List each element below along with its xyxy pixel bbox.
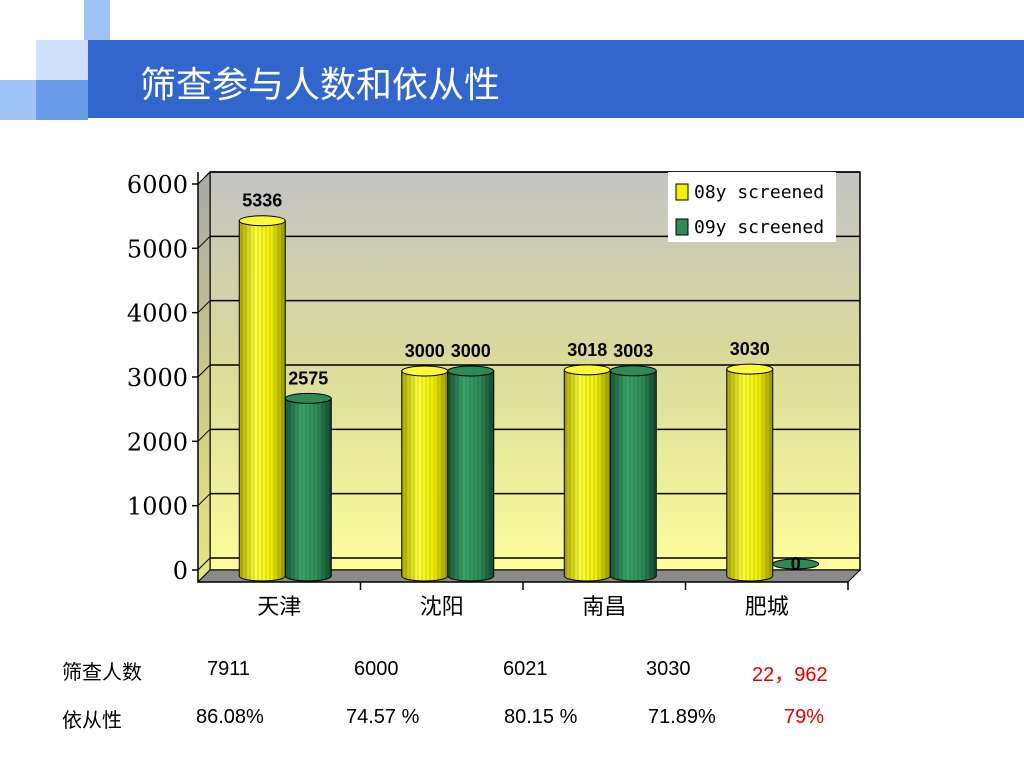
bar-cap — [447, 365, 495, 377]
y-tick-label: 5000 — [127, 235, 188, 263]
gridline-side — [197, 364, 211, 378]
data-label: 3000 — [451, 341, 491, 361]
bar-texture — [239, 220, 286, 581]
compliance-value-tianjin: 86.08% — [196, 706, 264, 728]
bar-texture — [564, 369, 611, 581]
y-tick-label: 2000 — [127, 428, 188, 456]
row-label-screened: 筛查人数 — [62, 660, 142, 684]
bar-chart: 0 1000 2000 3000 4000 5000 6000 天津 沈阳 南昌 肥城 5336 25… — [127, 170, 862, 620]
bar — [726, 363, 774, 582]
data-label: 0 — [791, 554, 801, 574]
compliance-value-nanchang: 80.15 % — [504, 706, 578, 728]
screened-value-nanchang: 6021 — [503, 658, 548, 680]
bar-cap — [563, 364, 611, 376]
bar-texture — [610, 370, 657, 581]
y-tick-label: 0 — [173, 557, 188, 585]
gridline-side — [197, 428, 211, 442]
data-label: 3000 — [405, 341, 445, 361]
y-tick-label: 1000 — [127, 493, 188, 521]
screened-value-tianjin: 7911 — [207, 658, 251, 680]
y-tick-label: 3000 — [127, 364, 188, 392]
decor-square-2 — [36, 40, 88, 80]
bar-texture — [401, 371, 448, 581]
x-tick-label: 肥城 — [745, 595, 789, 620]
y-tick-label: 6000 — [127, 171, 188, 199]
bar — [609, 365, 657, 582]
row-label-compliance: 依从性 — [62, 708, 122, 732]
bar-texture — [285, 398, 332, 581]
bar-cap — [401, 365, 449, 377]
legend-swatch — [675, 218, 689, 236]
legend-swatch — [675, 183, 689, 201]
bar-texture — [447, 371, 494, 581]
legend-label: 09y screened — [694, 217, 824, 238]
gridline-side — [197, 557, 211, 571]
chart-side-wall — [197, 170, 211, 584]
decor-square-4 — [36, 80, 88, 120]
legend-label: 08y screened — [694, 182, 824, 203]
screened-value-total: 22，962 — [752, 664, 828, 686]
bar — [401, 365, 449, 582]
bar-cap — [609, 365, 657, 377]
screened-value-feicheng: 3030 — [646, 658, 691, 680]
screened-value-shenyang: 6000 — [354, 658, 399, 680]
bar — [772, 558, 820, 570]
compliance-value-total: 79% — [784, 706, 825, 728]
x-tick-label: 南昌 — [582, 595, 626, 620]
data-label: 3003 — [613, 341, 653, 361]
bar-texture — [726, 369, 773, 581]
data-label: 2575 — [288, 368, 328, 388]
x-tick-label: 沈阳 — [420, 595, 464, 620]
data-label: 3030 — [730, 339, 770, 359]
bar-cap — [284, 392, 332, 404]
gridline-side — [197, 300, 211, 314]
bar — [563, 364, 611, 582]
decor-square-3 — [0, 80, 36, 120]
data-label: 5336 — [242, 191, 282, 211]
bar — [238, 215, 286, 582]
compliance-value-feicheng: 71.89% — [648, 706, 716, 728]
legend-box — [668, 172, 836, 242]
bar-cap — [238, 215, 286, 227]
compliance-value-shenyang: 74.57 % — [346, 706, 420, 728]
bar — [447, 365, 495, 582]
title-band — [88, 40, 1024, 118]
bar — [284, 392, 332, 582]
gridline-side — [197, 235, 211, 249]
gridline-side — [197, 493, 211, 507]
bar-cap — [726, 363, 774, 375]
decor-square-1 — [84, 0, 110, 40]
bar-cap — [772, 558, 820, 570]
data-label: 3018 — [567, 340, 607, 360]
gridline-side — [197, 171, 211, 185]
y-tick-label: 4000 — [127, 300, 188, 328]
slide-title: 筛查参与人数和依从性 — [140, 65, 501, 106]
x-tick-label: 天津 — [257, 595, 301, 620]
